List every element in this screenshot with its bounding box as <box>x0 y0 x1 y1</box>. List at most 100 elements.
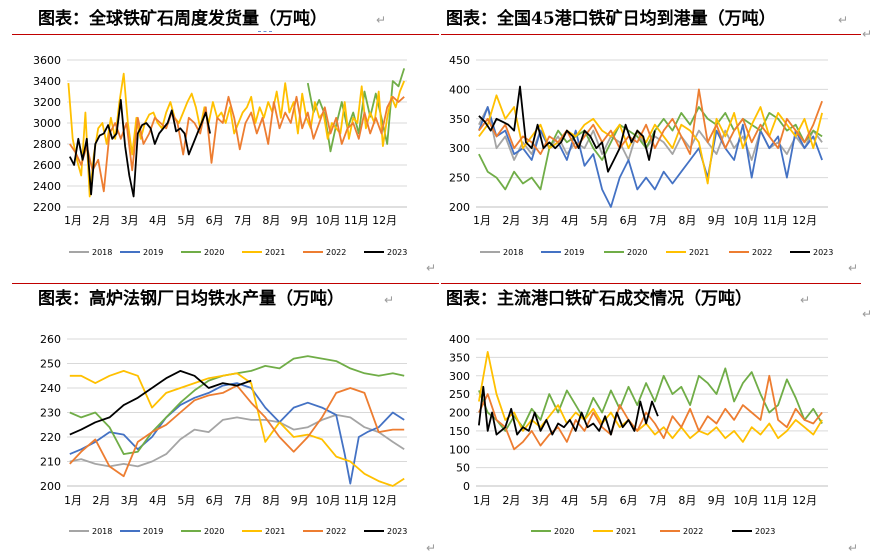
x-tick-label: 2月 <box>92 214 110 227</box>
legend-label-2020: 2020 <box>204 248 224 257</box>
divider-rule <box>12 34 439 35</box>
return-mark: ↵ <box>848 261 859 275</box>
return-mark: ↵ <box>426 261 437 275</box>
series-line-2018 <box>69 413 405 468</box>
legend-label-2019: 2019 <box>564 248 584 257</box>
x-tick-label: 12月 <box>372 494 397 507</box>
x-tick-label: 5月 <box>177 214 195 227</box>
x-tick-label: 6月 <box>206 214 224 227</box>
y-tick-label: 210 <box>40 456 61 469</box>
x-tick-label: 9月 <box>708 214 726 227</box>
x-tick-label: 1月 <box>473 214 491 227</box>
y-tick-label: 240 <box>40 382 61 395</box>
legend-label-2018: 2018 <box>92 527 112 536</box>
return-mark: ↵ <box>800 293 811 307</box>
y-tick-label: 2400 <box>33 180 61 193</box>
chart-title-4: 图表：主流港口铁矿石成交情况（万吨） <box>446 289 752 309</box>
divider-rule <box>441 34 861 35</box>
x-tick-label: 10月 <box>734 214 759 227</box>
chart-title-3: 图表：高炉法钢厂日均铁水产量（万吨） <box>38 289 344 309</box>
x-tick-label: 2月 <box>92 494 110 507</box>
return-mark: ↵ <box>862 307 873 321</box>
series-line-2022 <box>478 374 823 451</box>
return-mark: ↵ <box>426 541 437 555</box>
series-line-2021 <box>478 350 823 443</box>
legend-label-2020: 2020 <box>204 527 224 536</box>
legend-label-2022: 2022 <box>326 527 346 536</box>
legend-label-2021: 2021 <box>689 248 709 257</box>
x-tick-label: 11月 <box>763 494 788 507</box>
spellcheck-underline <box>258 31 272 32</box>
x-tick-label: 3月 <box>121 214 139 227</box>
series-line-2022 <box>69 95 405 193</box>
legend-label-2019: 2019 <box>143 248 163 257</box>
x-tick-label: 8月 <box>262 494 280 507</box>
divider-rule <box>441 283 861 284</box>
y-tick-label: 2200 <box>33 201 61 214</box>
series-line-2019 <box>69 382 405 485</box>
divider-rule <box>12 283 439 284</box>
x-tick-label: 11月 <box>344 214 369 227</box>
x-tick-label: 10月 <box>316 494 341 507</box>
return-mark: ↵ <box>862 27 873 41</box>
legend-label-2021: 2021 <box>265 527 285 536</box>
x-tick-label: 2月 <box>502 494 520 507</box>
x-tick-label: 9月 <box>708 494 726 507</box>
y-tick-label: 260 <box>40 333 61 346</box>
x-tick-label: 6月 <box>620 214 638 227</box>
x-tick-label: 6月 <box>620 494 638 507</box>
y-tick-label: 400 <box>449 83 470 96</box>
chart-title-2: 图表：全国45港口铁矿日均到港量（万吨） <box>446 9 776 29</box>
x-tick-label: 12月 <box>372 214 397 227</box>
x-tick-label: 7月 <box>649 214 667 227</box>
x-tick-label: 9月 <box>291 494 309 507</box>
x-tick-label: 8月 <box>678 214 696 227</box>
x-tick-label: 5月 <box>177 494 195 507</box>
legend-label-2023: 2023 <box>755 527 775 536</box>
x-tick-label: 4月 <box>561 494 579 507</box>
y-tick-label: 400 <box>449 333 470 346</box>
x-tick-label: 7月 <box>234 214 252 227</box>
legend-label-2020: 2020 <box>627 248 647 257</box>
x-tick-label: 7月 <box>234 494 252 507</box>
legend-label-2018: 2018 <box>92 248 112 257</box>
return-mark: ↵ <box>384 293 395 307</box>
x-tick-label: 9月 <box>291 214 309 227</box>
legend-label-2022: 2022 <box>326 248 346 257</box>
y-tick-label: 200 <box>449 407 470 420</box>
legend-label-2022: 2022 <box>752 248 772 257</box>
y-tick-label: 2800 <box>33 138 61 151</box>
x-tick-label: 11月 <box>763 214 788 227</box>
return-mark: ↵ <box>838 13 849 27</box>
series-line-2023 <box>69 369 252 436</box>
chart-title-1: 图表：全球铁矿石周度发货量（万吨） <box>38 9 327 29</box>
y-tick-label: 150 <box>449 425 470 438</box>
x-tick-label: 11月 <box>344 494 369 507</box>
legend-label-2023: 2023 <box>813 248 833 257</box>
x-tick-label: 4月 <box>149 494 167 507</box>
x-tick-label: 1月 <box>64 494 82 507</box>
y-tick-label: 3600 <box>33 54 61 67</box>
y-tick-label: 3200 <box>33 96 61 109</box>
x-tick-label: 12月 <box>792 494 817 507</box>
y-tick-label: 250 <box>449 388 470 401</box>
series-line-2022 <box>478 88 823 156</box>
x-tick-label: 6月 <box>206 494 224 507</box>
x-tick-label: 1月 <box>473 494 491 507</box>
y-tick-label: 450 <box>449 54 470 67</box>
y-tick-label: 250 <box>449 172 470 185</box>
legend-label-2019: 2019 <box>143 527 163 536</box>
y-tick-label: 350 <box>449 351 470 364</box>
y-tick-label: 200 <box>449 201 470 214</box>
legend-label-2021: 2021 <box>265 248 285 257</box>
x-tick-label: 5月 <box>590 214 608 227</box>
y-tick-label: 300 <box>449 370 470 383</box>
x-tick-label: 3月 <box>121 494 139 507</box>
x-tick-label: 12月 <box>792 214 817 227</box>
x-tick-label: 3月 <box>532 494 550 507</box>
legend-label-2018: 2018 <box>503 248 523 257</box>
series-line-2023 <box>478 85 656 173</box>
return-mark: ↵ <box>848 541 859 555</box>
y-tick-label: 200 <box>40 480 61 493</box>
